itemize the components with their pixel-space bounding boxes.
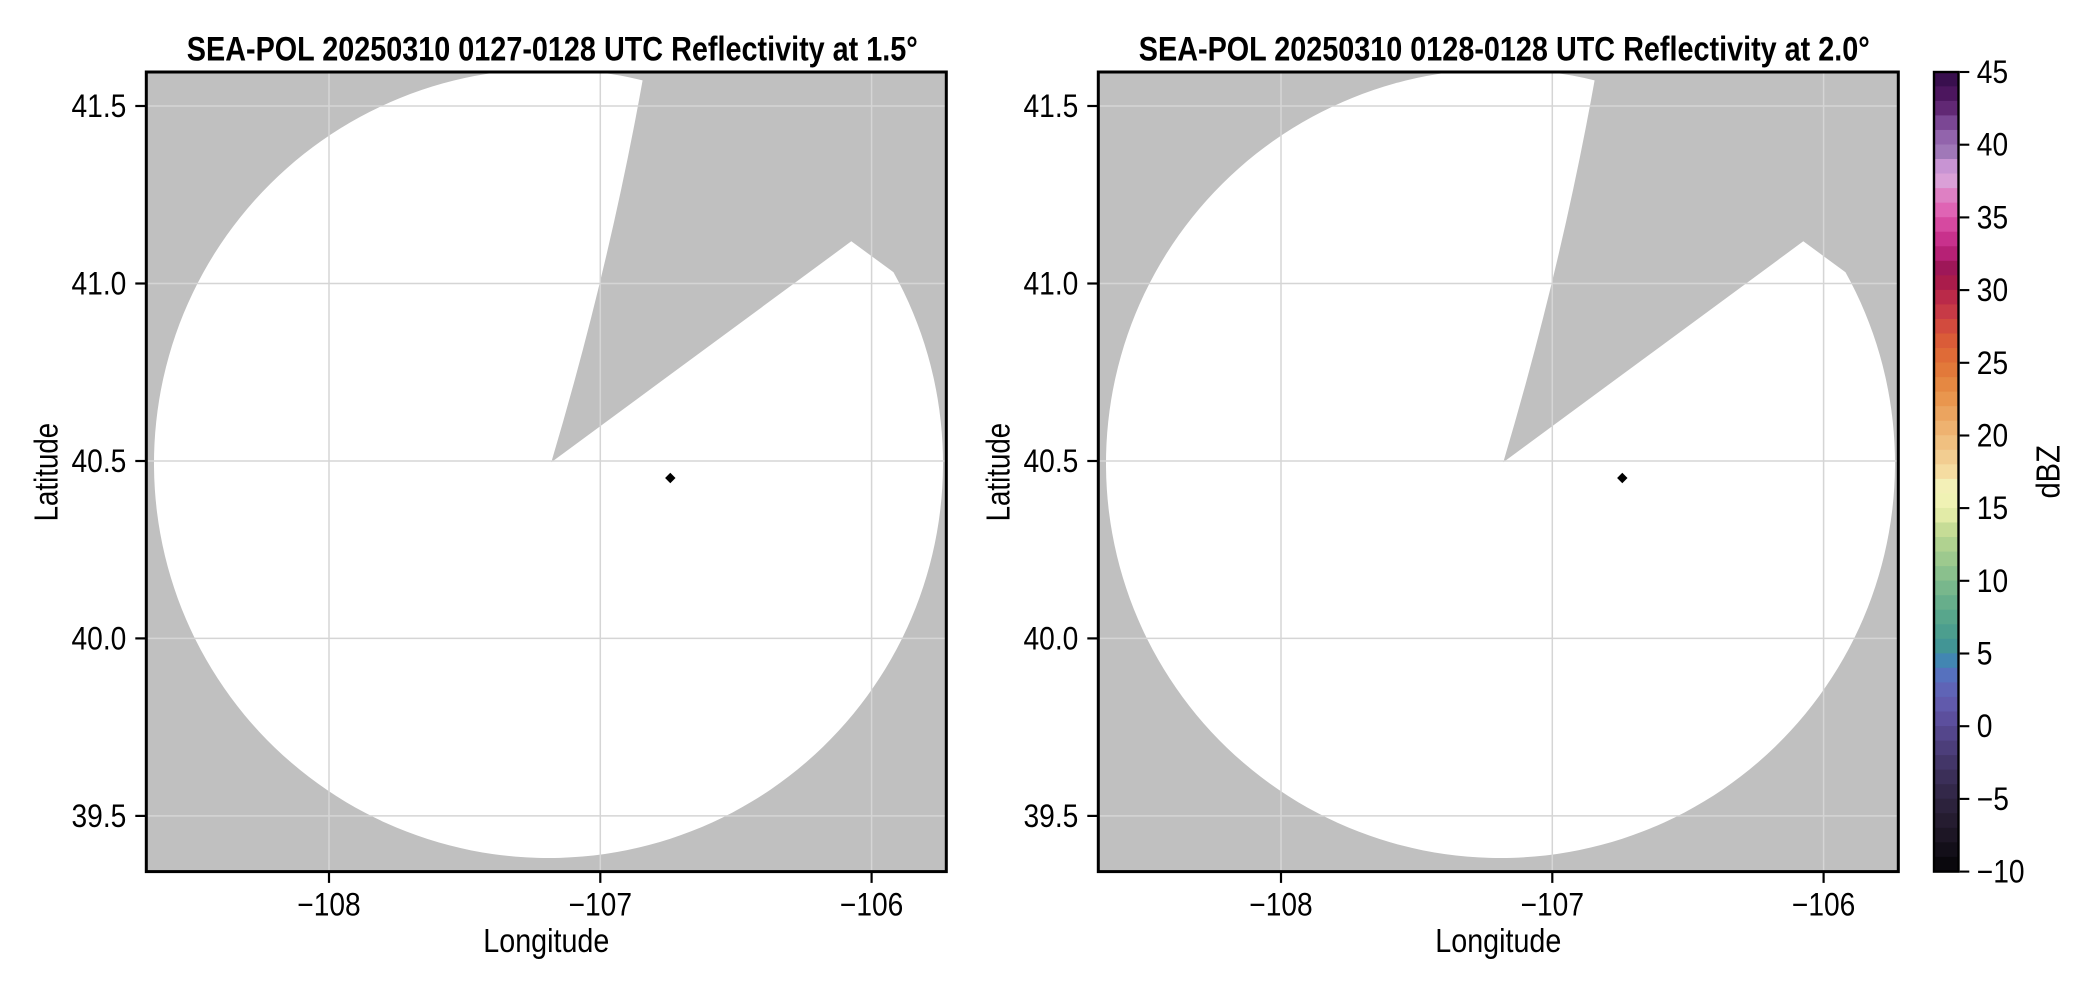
- svg-text:−107: −107: [1521, 887, 1584, 923]
- svg-text:40.5: 40.5: [1024, 443, 1079, 479]
- svg-text:−107: −107: [569, 887, 632, 923]
- svg-text:41.0: 41.0: [72, 266, 127, 302]
- svg-text:39.5: 39.5: [72, 798, 127, 834]
- svg-text:−108: −108: [297, 887, 360, 923]
- svg-text:Longitude: Longitude: [483, 923, 609, 960]
- svg-text:45: 45: [1977, 54, 2008, 90]
- svg-text:41.5: 41.5: [1024, 88, 1079, 124]
- svg-text:Latitude: Latitude: [28, 423, 65, 522]
- svg-text:41.5: 41.5: [72, 88, 127, 124]
- svg-text:40.0: 40.0: [1024, 620, 1079, 656]
- svg-text:SEA-POL 20250310 0128-0128 UTC: SEA-POL 20250310 0128-0128 UTC Reflectiv…: [1139, 30, 1870, 68]
- svg-text:15: 15: [1977, 490, 2008, 526]
- svg-text:0: 0: [1977, 708, 1993, 744]
- svg-text:40.5: 40.5: [72, 443, 127, 479]
- svg-text:40: 40: [1977, 127, 2008, 163]
- svg-text:25: 25: [1977, 345, 2008, 381]
- svg-text:−5: −5: [1977, 781, 2009, 817]
- svg-text:−106: −106: [840, 887, 903, 923]
- svg-text:20: 20: [1977, 418, 2008, 454]
- svg-text:Longitude: Longitude: [1435, 923, 1561, 960]
- svg-text:SEA-POL 20250310 0127-0128 UTC: SEA-POL 20250310 0127-0128 UTC Reflectiv…: [187, 30, 918, 68]
- svg-text:−106: −106: [1792, 887, 1855, 923]
- svg-text:dBZ: dBZ: [2031, 445, 2068, 499]
- svg-text:39.5: 39.5: [1024, 798, 1079, 834]
- svg-text:30: 30: [1977, 272, 2008, 308]
- svg-text:35: 35: [1977, 199, 2008, 235]
- svg-text:Latitude: Latitude: [980, 423, 1017, 522]
- svg-text:41.0: 41.0: [1024, 266, 1079, 302]
- svg-text:10: 10: [1977, 563, 2008, 599]
- svg-text:−108: −108: [1249, 887, 1312, 923]
- svg-text:−10: −10: [1977, 854, 2025, 890]
- svg-text:5: 5: [1977, 636, 1993, 672]
- svg-text:40.0: 40.0: [72, 620, 127, 656]
